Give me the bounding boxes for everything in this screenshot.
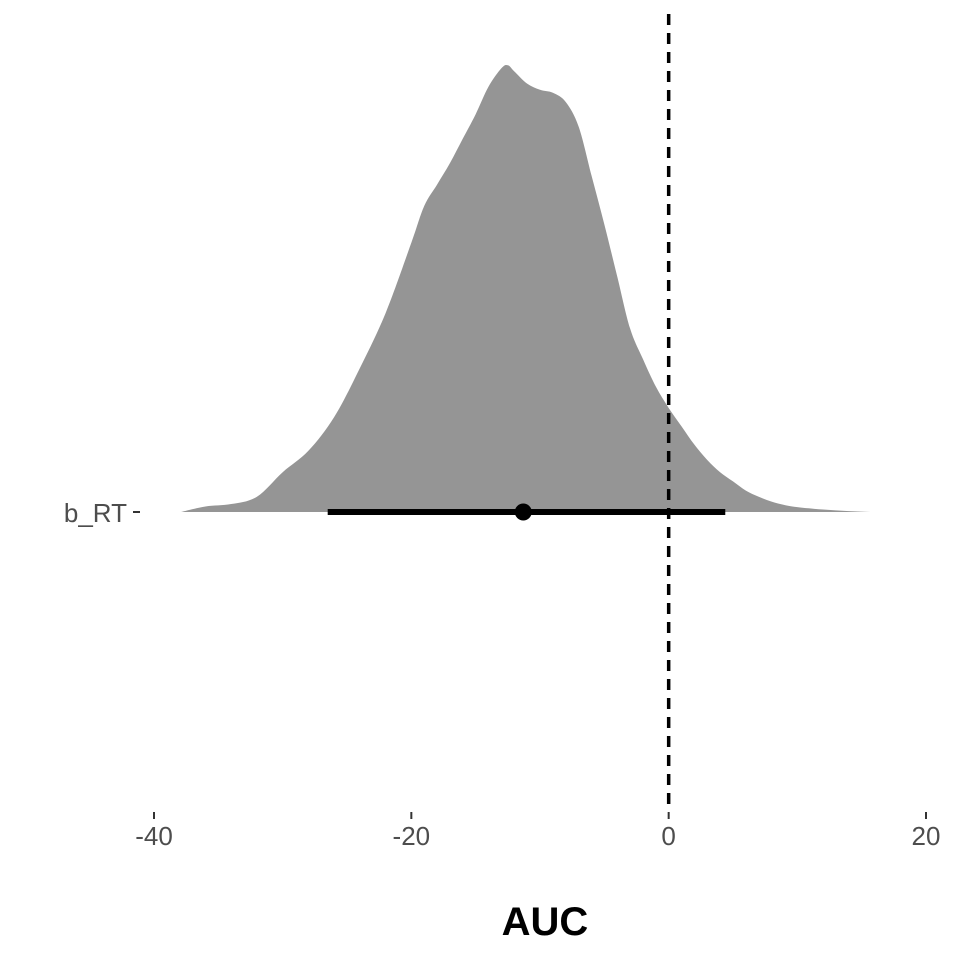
x-tick-label: 0 xyxy=(661,821,675,851)
interval-layer xyxy=(327,503,726,521)
density-layer xyxy=(181,64,915,512)
x-tick-label: 20 xyxy=(912,821,941,851)
x-tick-label: -20 xyxy=(393,821,431,851)
y-axis: b_RT xyxy=(64,498,140,528)
x-axis: -40 -20 0 20 xyxy=(135,812,940,851)
x-axis-title: AUC xyxy=(502,900,589,944)
point-estimate-dot xyxy=(514,503,532,521)
x-tick-label: -40 xyxy=(135,821,173,851)
density-area-b_RT xyxy=(181,64,915,512)
y-category-label: b_RT xyxy=(64,498,127,528)
